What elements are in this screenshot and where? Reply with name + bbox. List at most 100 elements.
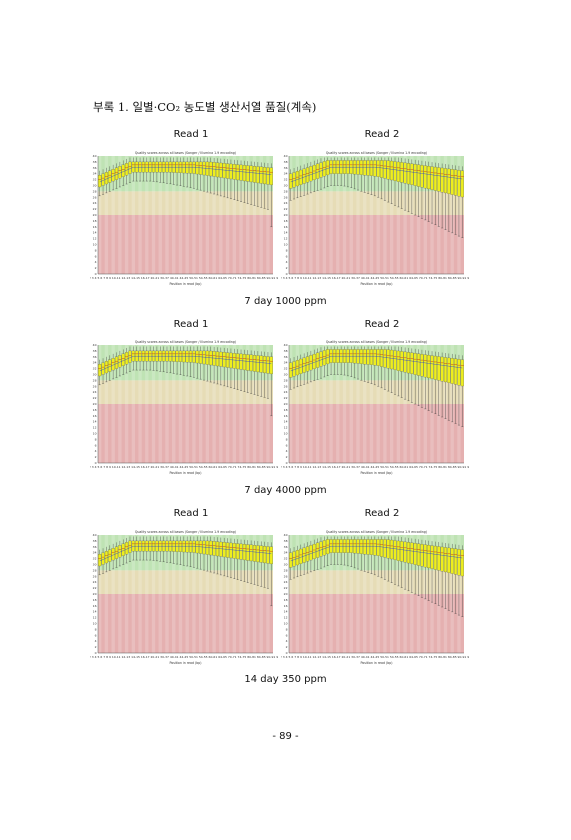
- mean-line: [290, 546, 463, 562]
- read1-label: Read 1: [173, 129, 209, 140]
- quality-box: [393, 350, 397, 370]
- figure-caption: 14 day 350 ppm: [244, 674, 327, 685]
- position-stripe: [289, 156, 293, 274]
- y-tick-label: 38: [93, 539, 97, 543]
- quality-box: [236, 353, 240, 370]
- position-stripe: [246, 156, 250, 274]
- quality-box: [433, 166, 437, 191]
- quality-box: [390, 539, 394, 560]
- y-tick-label: 28: [93, 568, 97, 572]
- quality-box: [104, 551, 108, 564]
- position-stripe: [363, 156, 367, 274]
- quality-box: [359, 349, 363, 364]
- y-tick-label: 14: [93, 610, 97, 614]
- y-tick-label: 26: [284, 384, 288, 388]
- quality-box: [239, 164, 243, 181]
- position-stripe: [131, 156, 136, 274]
- y-tick-label: 34: [284, 172, 288, 176]
- position-stripe: [131, 345, 136, 463]
- quality-box: [403, 351, 407, 373]
- position-stripe: [266, 156, 270, 274]
- position-stripe: [309, 156, 313, 274]
- position-stripe: [315, 156, 320, 274]
- quality-box: [114, 167, 119, 180]
- quality-box: [111, 548, 115, 561]
- y-tick-label: 14: [93, 231, 97, 235]
- quality-box: [195, 161, 199, 175]
- position-stripe: [124, 156, 129, 274]
- quality-box: [430, 166, 434, 190]
- quality-box: [356, 160, 360, 175]
- quality-box: [454, 358, 458, 385]
- quality-box: [396, 161, 400, 182]
- position-stripe: [138, 535, 142, 653]
- quality-box: [406, 542, 411, 564]
- quality-box: [212, 162, 216, 177]
- position-stripe: [356, 535, 360, 653]
- position-stripe: [111, 535, 115, 653]
- y-tick-label: 32: [93, 367, 97, 371]
- quality-box: [369, 349, 373, 365]
- position-stripe: [266, 535, 270, 653]
- y-tick-label: 18: [93, 408, 97, 412]
- quality-box: [121, 353, 125, 366]
- quality-box: [363, 539, 367, 555]
- position-stripe: [178, 535, 183, 653]
- reasonable-quality-zone: [289, 380, 464, 404]
- quality-box: [215, 351, 220, 367]
- y-tick-label: 30: [284, 373, 288, 377]
- quality-box: [366, 539, 370, 555]
- quality-box: [246, 165, 250, 182]
- y-tick-label: 38: [284, 160, 288, 164]
- y-tick-label: 24: [284, 580, 288, 584]
- position-stripe: [232, 535, 236, 653]
- y-tick-label: 8: [286, 437, 288, 441]
- quality-box: [440, 167, 444, 193]
- quality-box: [299, 169, 303, 185]
- quality-box: [369, 539, 373, 555]
- quality-box: [373, 349, 377, 366]
- y-tick-label: 40: [93, 533, 97, 537]
- y-tick-label: 38: [284, 349, 288, 353]
- position-stripe: [232, 156, 236, 274]
- quality-box: [326, 160, 330, 176]
- chart-title: Quality scores across all bases (Sanger …: [135, 151, 236, 155]
- quality-box: [219, 541, 223, 557]
- position-stripe: [98, 345, 102, 463]
- quality-box: [256, 545, 260, 563]
- quality-box: [236, 164, 240, 181]
- mean-line: [290, 356, 463, 372]
- quality-box: [125, 352, 129, 365]
- quality-box: [390, 349, 394, 370]
- quality-box: [256, 166, 260, 184]
- quality-box: [269, 167, 273, 186]
- y-tick-label: 8: [286, 248, 288, 252]
- chart-title: Quality scores across all bases (Sanger …: [135, 340, 236, 344]
- position-stripe: [295, 345, 300, 463]
- quality-box: [393, 540, 397, 560]
- position-stripe: [219, 156, 223, 274]
- quality-box: [195, 540, 199, 554]
- chart-title: Quality scores across all bases (Sanger …: [135, 530, 236, 534]
- y-tick-label: 4: [95, 260, 97, 264]
- x-axis-title: Position in read (bp): [360, 661, 392, 665]
- quality-box: [369, 160, 373, 176]
- quality-box: [121, 543, 125, 556]
- chart-title: Quality scores across all bases (Sanger …: [326, 530, 427, 534]
- quality-box: [420, 354, 424, 377]
- y-tick-label: 18: [93, 219, 97, 223]
- position-stripe: [145, 535, 149, 653]
- quality-box: [383, 539, 387, 558]
- mean-line: [99, 356, 272, 372]
- y-tick-label: 28: [284, 378, 288, 382]
- reasonable-quality-zone: [98, 380, 273, 404]
- quality-box: [380, 349, 384, 367]
- quality-box: [263, 167, 267, 185]
- position-stripe: [151, 535, 156, 653]
- position-stripe: [111, 156, 115, 274]
- y-tick-label: 6: [286, 443, 288, 447]
- y-tick-label: 34: [284, 361, 288, 365]
- quality-chart-read2: Quality scores across all bases (Sanger …: [281, 530, 469, 665]
- y-tick-label: 12: [284, 426, 288, 430]
- quality-box: [443, 547, 448, 573]
